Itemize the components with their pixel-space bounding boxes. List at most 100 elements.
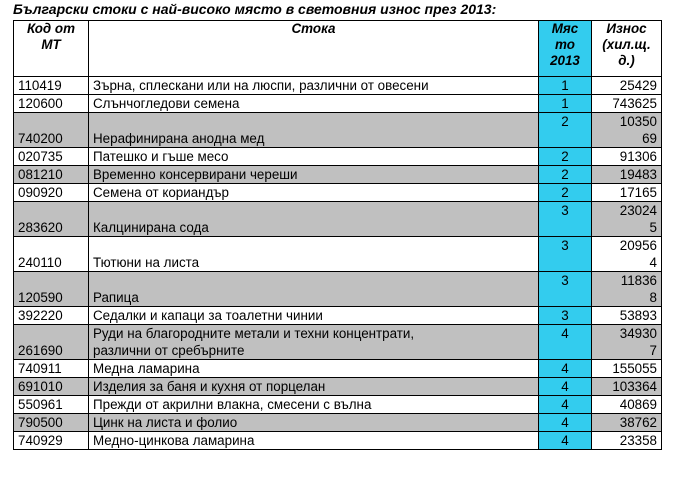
cell-commodity: Рапица [88,271,539,307]
cell-place: 4 [538,359,592,378]
cell-value: 20956 4 [591,236,662,272]
cell-code: 691010 [13,377,89,396]
cell-place: 4 [538,395,592,414]
cell-commodity: Временно консервирани череши [88,165,539,184]
cell-value: 23024 5 [591,201,662,237]
table-row: 110419 Зърна, сплескани или на люспи, раз… [13,76,662,95]
header-code-line: МТ [41,37,61,52]
table-row: 240110 Тютюни на листа 3 20956 4 [13,236,662,272]
cell-commodity: Нерафинирана анодна мед [88,112,539,148]
cell-commodity: Патешко и гъше месо [88,147,539,166]
cell-place: 3 [538,201,592,237]
cell-place: 2 [538,147,592,166]
cell-commodity: Медно-цинкова ламарина [88,431,539,450]
cell-commodity: Медна ламарина [88,359,539,378]
cell-value-line: 34930 [619,326,657,341]
cell-place: 4 [538,377,592,396]
cell-value-line: 10350 [619,114,657,129]
cell-value-line: 23024 [619,203,657,218]
header-code-line: Код от [27,21,75,37]
table-row: 090920 Семена от кориандър 2 17165 [13,183,662,202]
cell-code: 283620 [13,201,89,237]
table-row: 790500 Цинк на листа и фолио 4 38762 [13,413,662,432]
cell-commodity: Семена от кориандър [88,183,539,202]
cell-value: 23358 [591,431,662,450]
header-value-line: (хил.щ. [602,37,651,52]
header-place-line: 2013 [550,53,580,68]
cell-place: 3 [538,306,592,325]
cell-code: 550961 [13,395,89,414]
cell-code: 020735 [13,147,89,166]
cell-commodity: Руди на благородните метали и техни конц… [88,324,539,360]
header-value: Износ (хил.щ. д.) [591,20,662,77]
cell-code: 081210 [13,165,89,184]
cell-value-line: 7 [649,343,657,358]
cell-value: 17165 [591,183,662,202]
cell-code: 261690 [13,324,89,360]
header-value-line: Износ [606,21,647,37]
cell-value: 91306 [591,147,662,166]
cell-value: 103364 [591,377,662,396]
header-place-line: то [555,37,575,52]
cell-place: 4 [538,431,592,450]
table-row: 020735 Патешко и гъше месо 2 91306 [13,147,662,166]
cell-value-line: 20956 [619,238,657,253]
cell-value-line: 11836 [620,273,657,288]
cell-code: 392220 [13,306,89,325]
header-commodity: Стока [88,20,539,77]
header-place: Мяс то 2013 [538,20,592,77]
cell-value: 53893 [591,306,662,325]
cell-code: 090920 [13,183,89,202]
cell-commodity: Калцинирана сода [88,201,539,237]
header-value-line: д.) [618,53,635,68]
page-title: Български стоки с най-високо място в све… [13,1,497,17]
header-place-line: Мяс [551,21,579,37]
cell-place: 2 [538,165,592,184]
cell-place: 3 [538,271,592,307]
cell-place: 4 [538,413,592,432]
cell-commodity: Тютюни на листа [88,236,539,272]
cell-place: 2 [538,183,592,202]
table-row: 740911 Медна ламарина 4 155055 [13,359,662,378]
cell-code: 740911 [13,359,89,378]
cell-place: 1 [538,94,592,113]
cell-value: 38762 [591,413,662,432]
table-row: 550961 Прежди от акрилни влакна, смесени … [13,395,662,414]
header-row: Код от МТ Стока Мяс то 2013 Износ (хил.щ… [13,20,662,77]
cell-code: 240110 [13,236,89,272]
exports-table: Код от МТ Стока Мяс то 2013 Износ (хил.щ… [13,20,662,450]
table-row: 081210 Временно консервирани череши 2 19483 [13,165,662,184]
cell-code: 740929 [13,431,89,450]
cell-value: 40869 [591,395,662,414]
cell-place: 1 [538,76,592,95]
cell-value: 25429 [591,76,662,95]
cell-commodity: Изделия за баня и кухня от порцелан [88,377,539,396]
cell-commodity: Слънчогледови семена [88,94,539,113]
cell-commodity: Прежди от акрилни влакна, смесени с вълн… [88,395,539,414]
header-code: Код от МТ [13,20,89,77]
cell-place: 3 [538,236,592,272]
cell-commodity-line: Руди на благородните метали и техни конц… [93,326,415,341]
cell-value: 743625 [591,94,662,113]
table-row: 691010 Изделия за баня и кухня от порцела… [13,377,662,396]
cell-value-line: 4 [649,255,657,270]
cell-code: 120600 [13,94,89,113]
cell-commodity-line: различни от сребърните [93,343,245,358]
cell-commodity: Цинк на листа и фолио [88,413,539,432]
table-row: 740929 Медно-цинкова ламарина 4 23358 [13,431,662,450]
table-row: 120600 Слънчогледови семена 1 743625 [13,94,662,113]
cell-value: 19483 [591,165,662,184]
table-row: 261690 Руди на благородните метали и техн… [13,324,662,360]
cell-code: 120590 [13,271,89,307]
cell-code: 740200 [13,112,89,148]
cell-value-line: 5 [649,220,657,235]
cell-value: 11836 8 [591,271,662,307]
cell-value-line: 69 [642,131,657,146]
cell-value: 10350 69 [591,112,662,148]
cell-value: 155055 [591,359,662,378]
cell-code: 110419 [13,76,89,95]
cell-place: 4 [538,324,592,360]
table-row: 392220 Седалки и капаци за тоалетни чинии… [13,306,662,325]
cell-value-line: 8 [649,290,657,305]
cell-code: 790500 [13,413,89,432]
